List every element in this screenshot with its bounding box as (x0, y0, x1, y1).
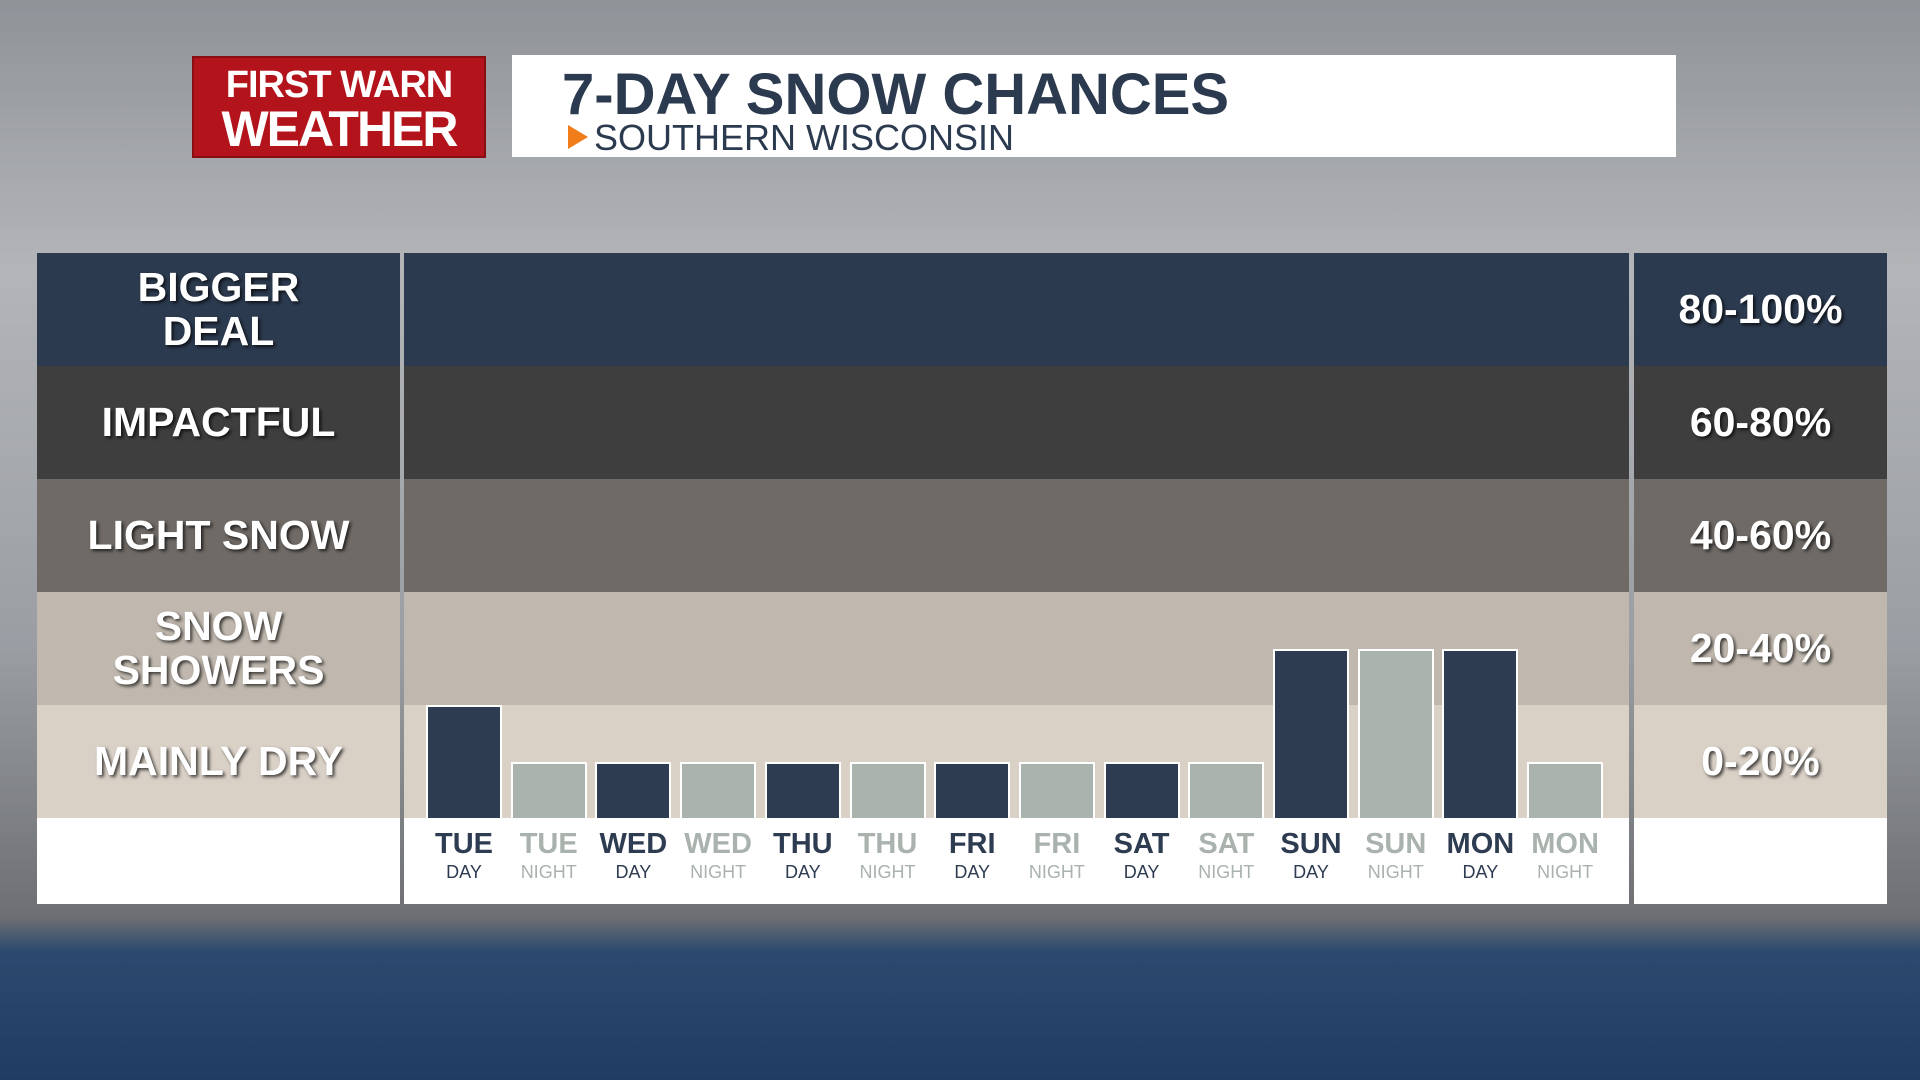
category: WED (599, 828, 668, 860)
band-label: IMPACTFUL (37, 366, 400, 479)
bar (1273, 648, 1349, 818)
logo-line: FIRST WARN (225, 64, 453, 106)
label-row (37, 818, 400, 904)
bar (1018, 761, 1095, 818)
period: DAY (784, 862, 821, 882)
label-row (404, 818, 1629, 904)
period: NIGHT (1198, 862, 1255, 882)
x-tick-label: WED NIGHT (670, 828, 766, 882)
period: NIGHT (1367, 862, 1424, 882)
logo: FIRST WARN WEATHER (192, 56, 486, 158)
band-range: 40-60% (1634, 479, 1887, 592)
bar (510, 761, 587, 818)
period: NIGHT (1537, 862, 1594, 882)
category: SAT (1113, 828, 1170, 860)
chart-subtitle: SOUTHERN WISCONSIN (594, 117, 1015, 158)
category: FRI (1033, 828, 1081, 860)
bar (934, 761, 1011, 818)
period: DAY (954, 862, 991, 882)
x-tick-label: SUN DAY (1263, 828, 1359, 882)
bar (426, 705, 502, 818)
category: MON (1446, 828, 1515, 860)
x-tick-label: MON NIGHT (1517, 828, 1613, 882)
band-range: 20-40% (1634, 592, 1887, 705)
x-tick-label: SUN NIGHT (1348, 828, 1444, 882)
period: DAY (1462, 862, 1499, 882)
x-tick-label: WED DAY (585, 828, 681, 882)
title-box: 7-DAY SNOW CHANCES SOUTHERN WISCONSIN (512, 55, 1676, 158)
bar (595, 761, 672, 818)
band (404, 479, 1629, 592)
band (404, 366, 1629, 479)
x-tick-label: THU NIGHT (840, 828, 936, 882)
x-tick-label: SAT DAY (1094, 828, 1190, 882)
bar (1527, 761, 1604, 818)
chart-title: 7-DAY SNOW CHANCES (562, 62, 1230, 127)
x-tick-label: FRI DAY (924, 828, 1020, 882)
label-row (1634, 818, 1887, 904)
bar (1357, 648, 1434, 818)
bar (1103, 761, 1180, 818)
category: WED (684, 828, 752, 860)
bar (1188, 761, 1265, 818)
x-tick-label: TUE NIGHT (501, 828, 597, 882)
bar (849, 761, 926, 818)
band-label: BIGGER DEAL (37, 253, 400, 366)
period: DAY (1293, 862, 1329, 882)
band (404, 253, 1629, 366)
category: TUE (519, 828, 578, 860)
x-tick-label: TUE DAY (416, 828, 512, 882)
period: DAY (1123, 862, 1160, 882)
bar (680, 761, 757, 818)
category: THU (857, 828, 918, 860)
period: NIGHT (1028, 862, 1085, 882)
x-tick-label: FRI NIGHT (1009, 828, 1105, 882)
x-tick-label: MON DAY (1432, 828, 1528, 882)
x-tick-label: SAT NIGHT (1178, 828, 1274, 882)
bar (1442, 648, 1519, 818)
x-tick-label: THU DAY (755, 828, 851, 882)
period: NIGHT (690, 862, 747, 882)
band-range: 0-20% (1634, 705, 1887, 818)
band-range: 80-100% (1634, 253, 1887, 366)
period: NIGHT (859, 862, 916, 882)
category: SUN (1280, 828, 1342, 860)
band-range: 60-80% (1634, 366, 1887, 479)
bar (764, 761, 841, 818)
category: SAT (1198, 828, 1255, 860)
category: SUN (1365, 828, 1427, 860)
band-label: SNOW SHOWERS (37, 592, 400, 705)
period: DAY (446, 862, 482, 882)
arrow-icon (568, 125, 588, 149)
logo-line: WEATHER (221, 101, 458, 157)
band-label: MAINLY DRY (37, 705, 400, 818)
category: MON (1531, 828, 1599, 860)
band-label: LIGHT SNOW (37, 479, 400, 592)
category: THU (772, 828, 833, 860)
period: NIGHT (520, 862, 577, 882)
category: FRI (948, 828, 996, 860)
category: TUE (435, 828, 493, 860)
period: DAY (615, 862, 652, 882)
